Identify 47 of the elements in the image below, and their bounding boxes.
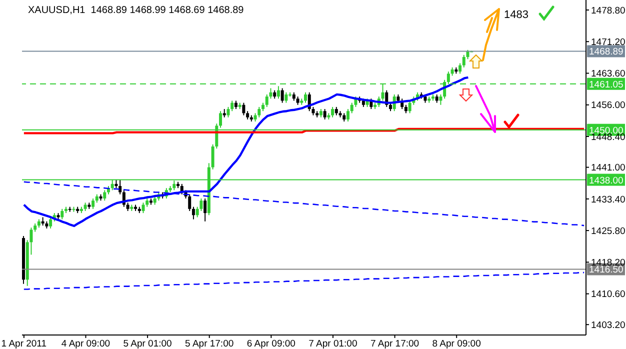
candlestick	[103, 190, 106, 202]
x-tick-label: 4 Apr 09:00	[61, 338, 110, 349]
candlestick	[118, 179, 122, 195]
candlestick	[49, 216, 52, 229]
line-series	[23, 272, 585, 290]
candlestick	[192, 206, 195, 220]
candlestick	[60, 208, 64, 220]
candlestick	[92, 198, 95, 210]
annotation: 1483	[504, 9, 528, 21]
x-tick-label: 8 Apr 09:00	[432, 338, 481, 349]
candlestick	[142, 202, 145, 214]
y-tick-label: 1441.00	[591, 162, 626, 174]
candlestick	[230, 100, 234, 112]
y-tick-label: 1433.40	[591, 194, 626, 206]
x-tick-label: 5 Apr 01:00	[123, 338, 172, 349]
candlestick	[439, 94, 442, 106]
candlestick	[331, 106, 334, 118]
y-tick-label: 1478.80	[591, 5, 626, 16]
candlestick	[258, 106, 261, 118]
y-tick-label: 1463.60	[591, 68, 626, 80]
candlestick	[242, 102, 246, 116]
x-tick-label: 5 Apr 17:00	[185, 338, 234, 349]
x-tick-label: 7 Apr 17:00	[370, 338, 420, 349]
ref-line-label: 1461.05	[589, 79, 624, 90]
x-tick-label: 1 Apr 2011	[1, 338, 47, 349]
text: XAUUSD,H1 1468.89 1468.99 1468.69 1468.89	[28, 5, 244, 16]
candlestick	[226, 106, 230, 118]
candlestick	[346, 108, 350, 122]
x-tick-label: 7 Apr 01:00	[308, 338, 358, 349]
ref-line-label: 1468.89	[589, 46, 624, 58]
candlestick	[462, 54, 466, 68]
candlestick	[408, 100, 412, 114]
x-tick-label: 6 Apr 09:00	[246, 338, 296, 349]
candlestick	[284, 92, 288, 104]
candlestick	[280, 88, 284, 104]
candlestick	[188, 194, 192, 212]
y-tick-label: 1456.00	[591, 100, 626, 112]
ref-line-label: 1438.00	[589, 175, 624, 186]
candlestick	[276, 86, 280, 100]
y-tick-label: 1425.80	[591, 226, 626, 237]
candlestick	[204, 198, 207, 222]
y-tick-label: 1471.20	[591, 36, 626, 48]
candlestick	[304, 92, 307, 104]
candlestick	[458, 62, 462, 74]
candlestick	[323, 108, 326, 120]
y-tick-label: 1403.20	[591, 320, 626, 331]
y-tick-label: 1410.60	[591, 289, 626, 300]
